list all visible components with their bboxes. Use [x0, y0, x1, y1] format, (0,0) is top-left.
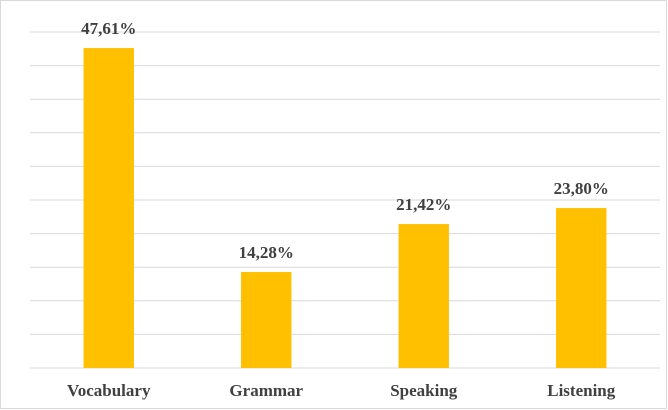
x-tick-label: Grammar: [229, 381, 303, 400]
data-label: 14,28%: [239, 243, 294, 262]
data-label: 23,80%: [554, 179, 609, 198]
data-label: 47,61%: [81, 19, 136, 38]
bar: [398, 224, 449, 368]
data-label: 21,42%: [396, 195, 451, 214]
bar: [241, 272, 292, 368]
x-tick-label: Listening: [547, 381, 616, 400]
bar: [556, 208, 607, 368]
x-tick-label: Speaking: [390, 381, 458, 400]
bar: [83, 48, 134, 369]
x-tick-label: Vocabulary: [67, 381, 151, 400]
